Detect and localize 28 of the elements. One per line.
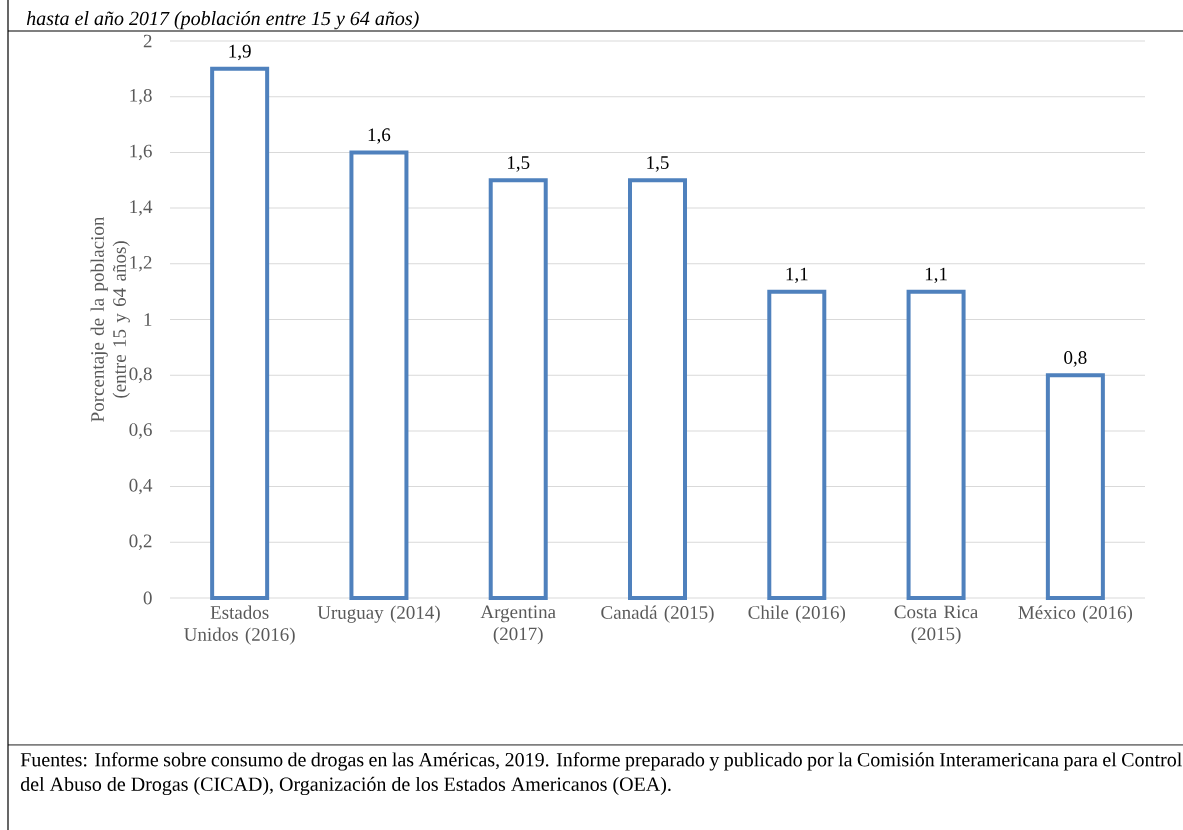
x-tick-label: Costa Rica (2015) xyxy=(894,605,979,645)
x-tick-label: Estados Unidos (2016) xyxy=(184,605,295,645)
x-tick-label: México (2016) xyxy=(1018,605,1133,623)
x-tick-label: Canadá (2015) xyxy=(601,605,714,623)
data-label: 1,1 xyxy=(925,267,947,284)
data-label: 1,6 xyxy=(368,128,391,144)
y-tick-label: 1 xyxy=(144,313,152,326)
data-label: 0,8 xyxy=(1064,351,1087,367)
y-tick-label: 1,6 xyxy=(130,144,152,161)
y-tick-label: 0,4 xyxy=(129,478,153,495)
y-axis-title: Porcentaje de la poblacion (entre 15 y 64 años) xyxy=(90,216,130,422)
y-tick-label: 0,2 xyxy=(129,534,152,551)
data-label: 1,5 xyxy=(508,156,530,172)
x-tick-label: Uruguay (2014) xyxy=(317,605,440,623)
x-tick-label: Argentina (2017) xyxy=(480,605,556,645)
y-tick-label: 2 xyxy=(143,34,152,48)
y-tick-label: 0,6 xyxy=(129,423,152,439)
y-tick-label: 1,2 xyxy=(130,256,152,272)
data-label: 1,9 xyxy=(229,44,251,61)
y-tick-label: 1,8 xyxy=(130,88,152,105)
x-tick-label: Chile (2016) xyxy=(748,605,846,623)
y-tick-label: 1,4 xyxy=(130,200,153,216)
y-tick-label: 0 xyxy=(143,591,152,605)
data-label: 1,1 xyxy=(786,267,808,284)
source-note: Fuentes: Informe sobre consumo de drogas en las Américas, 2019. Informe preparado y publicado por la Comisión Interamericana para el Control del Abuso de Drogas (CICAD), Organización de los Estados Americanos (OEA). xyxy=(20,752,1182,796)
y-tick-label: 0,8 xyxy=(129,367,152,383)
data-label: 1,5 xyxy=(647,156,669,172)
chart-title: hasta el año 2017 (población entre 15 y 64 años) xyxy=(26,11,419,30)
